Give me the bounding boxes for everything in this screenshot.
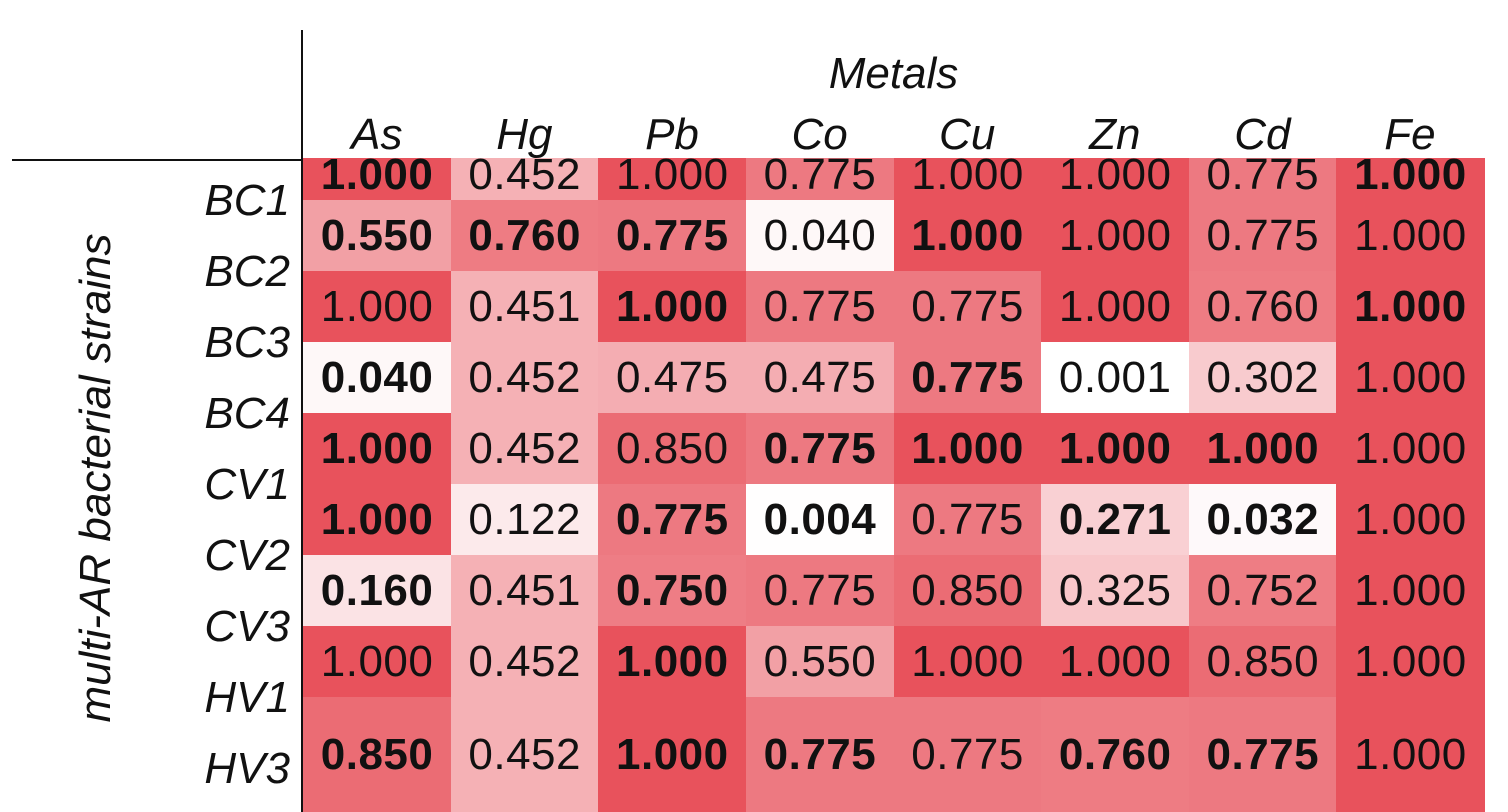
- cell-cv2-cd: 0.032: [1188, 484, 1337, 555]
- cell-cv1-co: 0.775: [745, 413, 894, 484]
- cell-hv1-pb: 1.000: [598, 626, 747, 697]
- row-label-hv1: HV1: [204, 673, 290, 722]
- cell-hv1-fe: 1.000: [1336, 626, 1485, 697]
- column-header-cd: Cd: [1234, 110, 1291, 159]
- cell-bc2-cd: 0.775: [1188, 200, 1337, 271]
- cell-bc3-co: 0.775: [745, 271, 894, 342]
- cell-bc2-fe: 1.000: [1336, 200, 1485, 271]
- cell-bc2-zn: 1.000: [1041, 200, 1190, 271]
- cell-hv3-cd: 0.775: [1188, 697, 1337, 812]
- cell-cv3-cd: 0.752: [1188, 555, 1337, 626]
- cell-bc1-pb: 1.000: [598, 150, 747, 200]
- cell-cv2-zn: 0.271: [1041, 484, 1190, 555]
- cell-bc2-co: 0.040: [745, 200, 894, 271]
- row-label-cv2: CV2: [204, 531, 290, 580]
- cell-hv3-hg: 0.452: [450, 697, 599, 812]
- cell-cv1-fe: 1.000: [1336, 413, 1485, 484]
- cell-cv1-hg: 0.452: [450, 413, 599, 484]
- row-labels: BC1 BC2 BC3 BC4 CV1 CV2 CV3 HV1 HV3: [150, 165, 290, 804]
- cell-bc1-zn: 1.000: [1041, 150, 1190, 200]
- row-label-bc3: BC3: [204, 318, 290, 367]
- cell-bc3-pb: 1.000: [598, 271, 747, 342]
- cell-cv3-hg: 0.451: [450, 555, 599, 626]
- row-label-hv3: HV3: [204, 744, 290, 793]
- column-header-hg: Hg: [496, 110, 553, 159]
- cell-bc1-co: 0.775: [745, 150, 894, 200]
- cell-cv2-cu: 0.775: [893, 484, 1042, 555]
- cell-bc1-hg: 0.452: [450, 150, 599, 200]
- horizontal-divider: [12, 159, 304, 161]
- cell-hv1-hg: 0.452: [450, 626, 599, 697]
- vertical-divider: [301, 30, 303, 812]
- cell-cv2-fe: 1.000: [1336, 484, 1485, 555]
- cell-bc3-zn: 1.000: [1041, 271, 1190, 342]
- cell-hv1-as: 1.000: [303, 626, 452, 697]
- cell-bc4-cd: 0.302: [1188, 342, 1337, 413]
- cell-bc2-cu: 1.000: [893, 200, 1042, 271]
- cell-hv3-zn: 0.760: [1041, 697, 1190, 812]
- row-label-cv1: CV1: [204, 460, 290, 509]
- cell-hv3-co: 0.775: [745, 697, 894, 812]
- cell-cv3-zn: 0.325: [1041, 555, 1190, 626]
- cell-bc3-cu: 0.775: [893, 271, 1042, 342]
- cell-bc4-zn: 0.001: [1041, 342, 1190, 413]
- cell-cv3-as: 0.160: [303, 555, 452, 626]
- cell-cv2-co: 0.004: [745, 484, 894, 555]
- cell-hv3-cu: 0.775: [893, 697, 1042, 812]
- cell-bc2-as: 0.550: [303, 200, 452, 271]
- cell-hv1-zn: 1.000: [1041, 626, 1190, 697]
- cell-hv3-fe: 1.000: [1336, 697, 1485, 812]
- column-group-label: Metals: [828, 49, 959, 98]
- column-header-cu: Cu: [939, 110, 996, 159]
- cell-cv1-zn: 1.000: [1041, 413, 1190, 484]
- cell-hv3-as: 0.850: [303, 697, 452, 812]
- cell-cv3-pb: 0.750: [598, 555, 747, 626]
- column-header-fe: Fe: [1384, 110, 1436, 159]
- cell-bc3-hg: 0.451: [450, 271, 599, 342]
- row-label-bc1: BC1: [204, 176, 290, 225]
- cell-bc4-hg: 0.452: [450, 342, 599, 413]
- cell-bc4-as: 0.040: [303, 342, 452, 413]
- cell-cv3-co: 0.775: [745, 555, 894, 626]
- cell-bc1-cu: 1.000: [893, 150, 1042, 200]
- cell-bc1-cd: 0.775: [1188, 150, 1337, 200]
- cell-cv1-as: 1.000: [303, 413, 452, 484]
- cell-hv1-cu: 1.000: [893, 626, 1042, 697]
- cell-bc4-pb: 0.475: [598, 342, 747, 413]
- column-headers: As Hg Pb Co Cu Zn Cd Fe: [303, 112, 1484, 158]
- cell-cv3-fe: 1.000: [1336, 555, 1485, 626]
- cell-cv2-as: 1.000: [303, 484, 452, 555]
- row-label-cv3: CV3: [204, 602, 290, 651]
- cell-bc3-fe: 1.000: [1336, 271, 1485, 342]
- cell-bc4-co: 0.475: [745, 342, 894, 413]
- column-header-co: Co: [791, 110, 848, 159]
- heatmap-grid: 1.000 0.452 1.000 0.775 1.000 1.000 0.775 1.000…: [303, 150, 1485, 812]
- cell-bc3-as: 1.000: [303, 271, 452, 342]
- row-label-bc2: BC2: [204, 247, 290, 296]
- cell-bc3-cd: 0.760: [1188, 271, 1337, 342]
- cell-bc4-fe: 1.000: [1336, 342, 1485, 413]
- cell-hv1-co: 0.550: [745, 626, 894, 697]
- cell-cv3-cu: 0.850: [893, 555, 1042, 626]
- cell-cv2-pb: 0.775: [598, 484, 747, 555]
- column-header-zn: Zn: [1089, 110, 1141, 159]
- cell-bc1-fe: 1.000: [1336, 150, 1485, 200]
- cell-cv1-cd: 1.000: [1188, 413, 1337, 484]
- cell-bc2-hg: 0.760: [450, 200, 599, 271]
- cell-hv3-pb: 1.000: [598, 697, 747, 812]
- row-group-label: multi-AR bacterial strains: [71, 233, 120, 723]
- column-header-as: As: [351, 110, 403, 159]
- cell-bc2-pb: 0.775: [598, 200, 747, 271]
- column-header-pb: Pb: [645, 110, 699, 159]
- cell-cv1-cu: 1.000: [893, 413, 1042, 484]
- cell-bc1-as: 1.000: [303, 150, 452, 200]
- cell-bc4-cu: 0.775: [893, 342, 1042, 413]
- row-label-bc4: BC4: [204, 389, 290, 438]
- cell-cv2-hg: 0.122: [450, 484, 599, 555]
- cell-cv1-pb: 0.850: [598, 413, 747, 484]
- cell-hv1-cd: 0.850: [1188, 626, 1337, 697]
